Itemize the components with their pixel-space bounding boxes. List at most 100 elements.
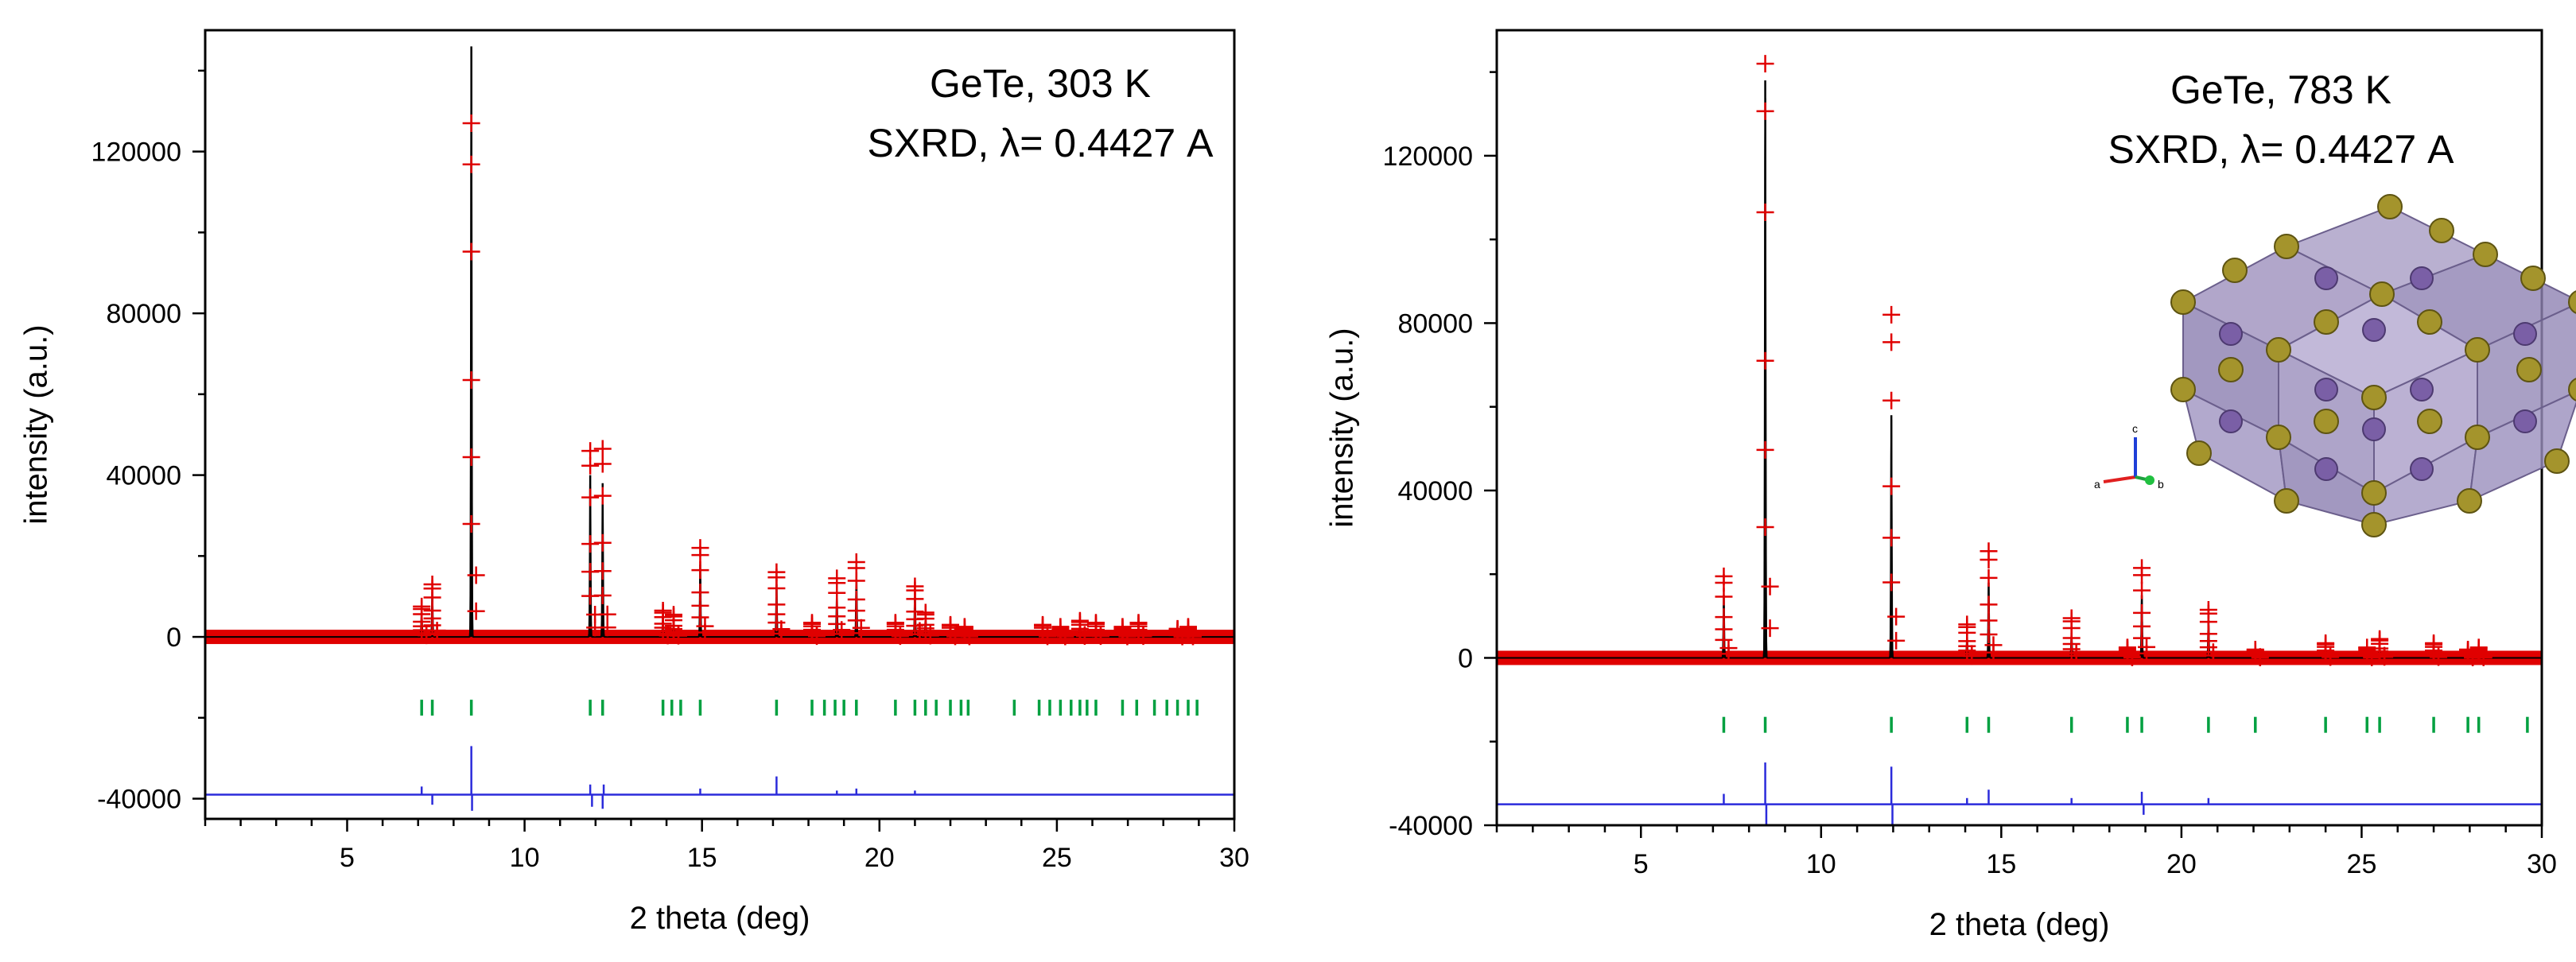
observed-marker xyxy=(2133,581,2151,599)
te-atom xyxy=(2170,377,2196,402)
observed-marker xyxy=(1887,607,1906,626)
observed-marker xyxy=(467,566,485,584)
te-atom xyxy=(2369,281,2395,307)
y-tick-label: -40000 xyxy=(1389,811,1473,841)
observed-marker xyxy=(2469,646,2488,665)
te-atom xyxy=(2266,337,2291,363)
x-tick-label: 30 xyxy=(1219,843,1249,873)
observed-marker xyxy=(808,627,826,646)
ge-atom xyxy=(2410,378,2434,401)
observed-marker xyxy=(916,623,934,641)
observed-marker xyxy=(467,602,485,620)
observed-marker xyxy=(581,535,600,553)
y-tick-label: 120000 xyxy=(1383,142,1473,172)
observed-marker xyxy=(462,114,480,133)
te-atom xyxy=(2266,425,2291,450)
observed-marker xyxy=(1134,627,1152,646)
te-atom xyxy=(2361,512,2387,537)
te-atom xyxy=(2361,385,2387,410)
te-atom xyxy=(2429,218,2454,243)
observed-marker xyxy=(1882,305,1901,324)
x-tick-label: 15 xyxy=(1986,849,2016,879)
observed-marker xyxy=(1756,351,1774,370)
ge-atom xyxy=(2219,409,2243,433)
observed-marker xyxy=(1075,627,1094,646)
te-atom xyxy=(2274,234,2299,259)
observed-marker xyxy=(2067,646,2085,665)
observed-marker xyxy=(2138,644,2156,662)
observed-marker xyxy=(1118,627,1136,646)
x-tick-label: 15 xyxy=(687,843,717,873)
observed-marker xyxy=(1091,627,1109,646)
observed-marker xyxy=(1882,573,1901,592)
te-atom xyxy=(2218,357,2244,382)
observed-marker xyxy=(1963,647,1981,665)
observed-marker xyxy=(462,448,480,466)
observed-marker xyxy=(891,627,909,646)
x-tick-label: 10 xyxy=(510,843,540,873)
axis-a-label: a xyxy=(2094,478,2100,491)
observed-marker xyxy=(593,440,612,458)
observed-marker xyxy=(2251,648,2269,666)
te-atom xyxy=(2417,309,2442,335)
title-line: GeTe, 303 K xyxy=(930,61,1151,106)
observed-marker xyxy=(1179,626,1197,644)
te-atom xyxy=(2516,357,2542,382)
te-atom xyxy=(2274,488,2299,514)
observed-marker xyxy=(593,455,612,473)
title-line: GeTe, 783 K xyxy=(2170,68,2391,112)
observed-marker xyxy=(1715,588,1733,606)
observed-marker xyxy=(1980,568,1998,587)
axis-c-label: c xyxy=(2132,422,2138,435)
x-tick-label: 25 xyxy=(2347,849,2377,879)
observed-marker xyxy=(1984,643,2003,661)
observed-marker xyxy=(462,155,480,173)
left-panel: 5 10 15 20 25 30 -40000 0 40000 80000 120000 2 thet… xyxy=(19,29,1249,936)
observed-marker xyxy=(886,625,904,643)
x-tick-label: 30 xyxy=(2527,849,2557,879)
observed-marker xyxy=(691,608,709,626)
observed-marker xyxy=(1756,440,1774,459)
observed-marker xyxy=(593,533,612,552)
observed-marker xyxy=(1882,529,1901,547)
te-atom xyxy=(2314,309,2339,335)
observed-marker xyxy=(1183,627,1202,646)
ge-atom xyxy=(2513,409,2537,433)
observed-marker xyxy=(1882,477,1901,495)
ge-atom xyxy=(2314,457,2338,481)
te-atom xyxy=(2186,440,2212,466)
te-atom xyxy=(2457,488,2482,514)
observed-marker xyxy=(462,371,480,390)
observed-marker xyxy=(1056,627,1074,646)
observed-marker xyxy=(1980,551,1998,568)
te-atom xyxy=(2568,378,2576,401)
observed-marker xyxy=(664,623,682,641)
observed-marker xyxy=(581,488,600,506)
observed-marker xyxy=(2425,646,2443,664)
ge-atom xyxy=(2513,322,2537,346)
observed-marker xyxy=(2322,648,2340,666)
ge-atom xyxy=(2314,378,2338,401)
te-atom xyxy=(2473,242,2498,267)
observed-marker xyxy=(593,562,612,580)
observed-marker xyxy=(828,584,846,602)
observed-marker xyxy=(2204,646,2222,665)
observed-marker xyxy=(1129,625,1148,643)
observed-marker xyxy=(833,625,851,643)
observed-marker xyxy=(1887,631,1906,650)
te-atom xyxy=(2314,409,2339,434)
x-axis-label: 2 theta (deg) xyxy=(630,901,810,936)
te-atom xyxy=(2568,290,2576,314)
observed-marker xyxy=(593,587,612,605)
te-atom xyxy=(2361,480,2387,506)
te-atom xyxy=(2222,258,2248,283)
ge-atom xyxy=(2314,266,2338,290)
y-tick-label: 0 xyxy=(1458,643,1473,673)
ge-atom xyxy=(2362,417,2386,441)
observed-marker xyxy=(847,572,865,590)
observed-marker xyxy=(428,625,446,643)
x-tick-label: 20 xyxy=(864,843,895,873)
axis-b-marker xyxy=(2145,475,2154,485)
x-tick-label: 5 xyxy=(340,843,355,873)
